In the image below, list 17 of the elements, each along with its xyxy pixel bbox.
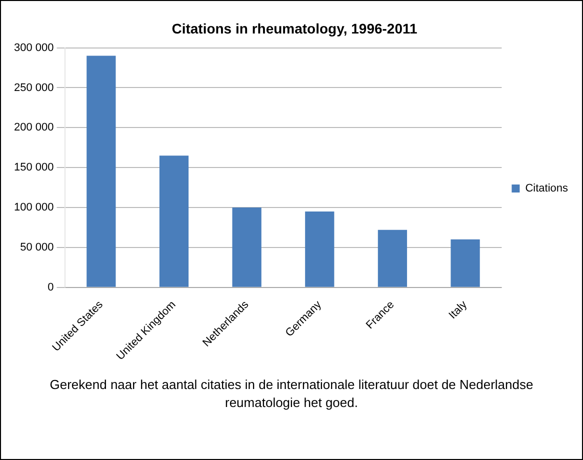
bar [86, 56, 116, 287]
text: Gerekend naar het aantal citaties in de internationale literatuur doet de Nederlandse reumatologie het goed. [48, 376, 534, 412]
bar [159, 156, 189, 287]
y-tick-label: 0 [48, 281, 54, 294]
chart-title: Citations in rheumatology, 1996-2011 [172, 20, 418, 36]
y-tick-label: 100 000 [14, 202, 54, 214]
y-tick-label: 300 000 [14, 42, 54, 54]
y-tick-label: 150 000 [14, 162, 54, 174]
y-tick-label: 250 000 [14, 82, 54, 94]
bar [305, 211, 334, 287]
y-tick-label: 50 000 [20, 241, 54, 254]
bar [232, 207, 262, 287]
y-tick-label: 200 000 [14, 122, 54, 134]
bar [450, 239, 480, 287]
x-tick-label: Italy [446, 298, 470, 322]
legend-label: Citations [525, 182, 568, 195]
bar [378, 230, 408, 287]
